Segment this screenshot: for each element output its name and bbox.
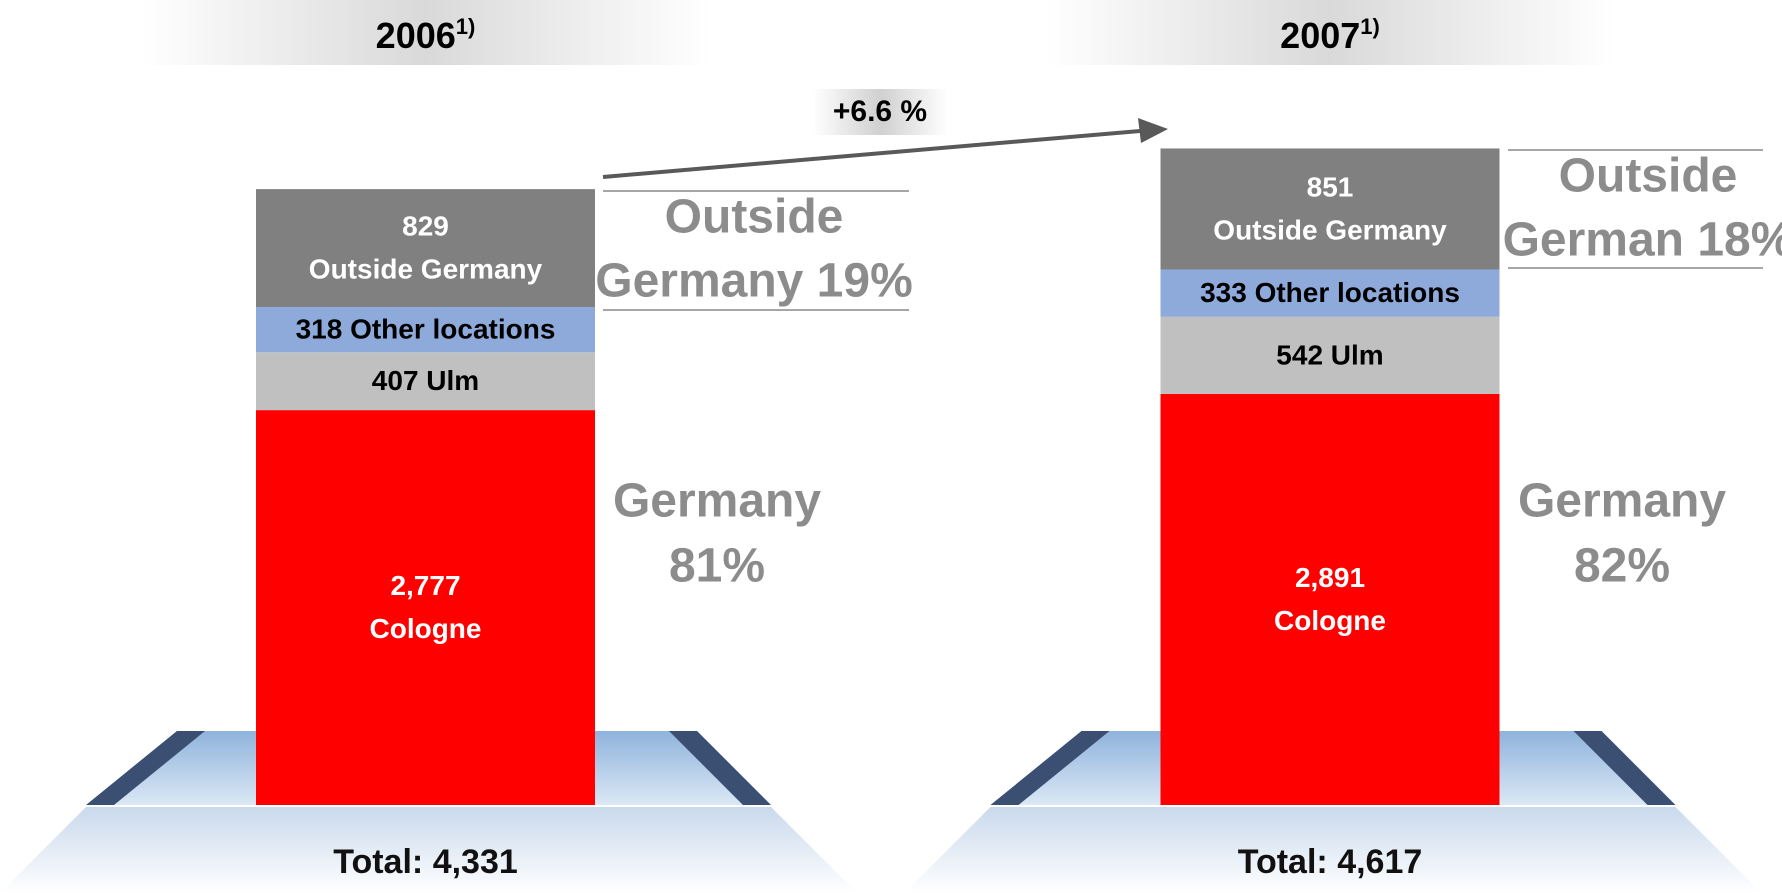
segment-label: 333 Other locations [1200,278,1460,309]
share-label: 81% [669,540,765,593]
share-label: Outside [665,191,844,244]
share-label: 82% [1574,540,1670,593]
series-label: Cologne [1274,605,1386,636]
growth-arrow [603,131,1140,177]
arrow-head [1138,118,1168,143]
series-label: Ulm [1331,340,1384,371]
total-value: 4,331 [433,843,518,881]
growth-label: +6.6 % [833,95,927,128]
value-label: 318 [296,314,343,345]
series-label: Outside Germany [309,253,543,284]
footnote-marker: 1) [1360,14,1380,39]
segment-label: 407 Ulm [372,366,479,397]
category-name: 2006 [376,15,456,56]
series-label: Outside Germany [1213,214,1447,245]
segment-label: 318 Other locations [296,314,556,345]
total-label: Total: 4,331 [333,843,518,881]
bar-segment [1161,394,1500,805]
total-prefix: Total: [333,843,423,881]
value-label: 542 [1276,340,1323,371]
bar-segment [256,189,595,307]
share-label: Outside [1559,150,1738,203]
bar-segment [1161,148,1500,269]
value-label: 407 [372,366,419,397]
share-label: Germany 19% [595,255,913,308]
value-label: 2,777 [390,570,460,601]
series-label: Other locations [1255,278,1460,309]
bar-segment [256,410,595,805]
segment-label: 542 Ulm [1276,340,1383,371]
share-label: Germany [1518,475,1726,528]
value-label: 851 [1307,171,1354,202]
series-label: Other locations [350,314,555,345]
series-label: Ulm [426,366,479,397]
category-name: 2007 [1280,15,1360,56]
value-label: 829 [402,210,449,241]
value-label: 2,891 [1295,562,1365,593]
value-label: 333 [1200,278,1247,309]
share-label: Germany [613,475,821,528]
share-label: German 18% [1503,214,1782,267]
footnote-marker: 1) [456,14,476,39]
total-label: Total: 4,617 [1238,843,1423,881]
total-value: 4,617 [1337,843,1422,881]
chart: +6.6 % 20061)2,777Cologne407 Ulm318 Othe… [0,0,1782,893]
series-label: Cologne [370,613,482,644]
total-prefix: Total: [1238,843,1328,881]
page: {"chart_data": {"type": "stacked-bar", "… [0,0,1782,893]
